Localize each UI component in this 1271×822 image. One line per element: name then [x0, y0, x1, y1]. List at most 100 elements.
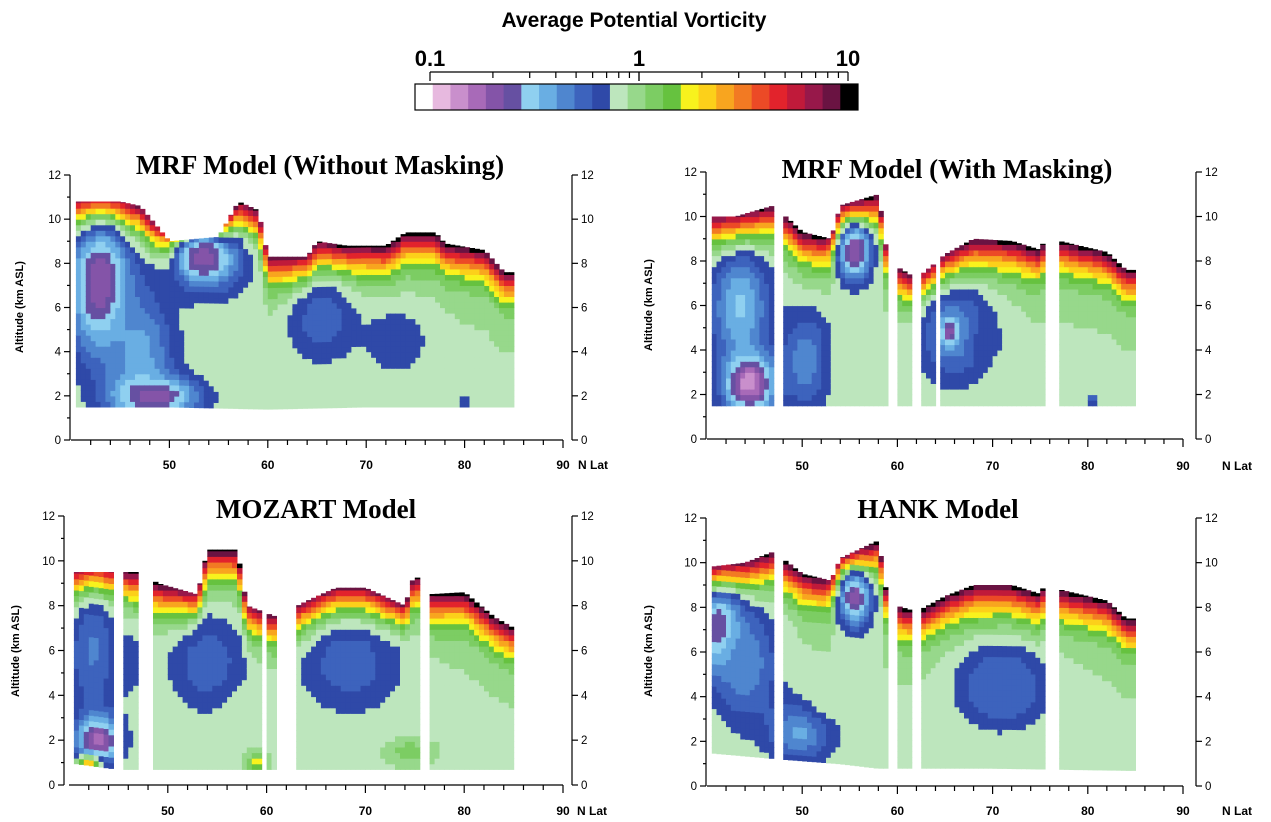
heatmap-cell	[415, 329, 421, 336]
heatmap-cell	[504, 379, 510, 386]
heatmap-cell	[792, 244, 799, 251]
heatmap-cell	[1016, 338, 1022, 346]
heatmap-cell	[983, 344, 989, 351]
heatmap-cell	[859, 316, 865, 323]
heatmap-cell	[420, 362, 426, 369]
heatmap-cell	[341, 285, 348, 292]
heatmap-cell	[144, 290, 151, 297]
heatmap-cell	[1021, 249, 1027, 257]
heatmap-cell	[973, 361, 979, 368]
heatmap-cell	[1016, 322, 1022, 329]
heatmap-cell	[366, 313, 372, 320]
heatmap-cell	[90, 357, 97, 364]
heatmap-cell	[376, 335, 382, 342]
heatmap-cell	[469, 279, 475, 286]
heatmap-cell	[484, 340, 490, 347]
heatmap-cell	[253, 226, 259, 233]
heatmap-cell	[321, 258, 328, 265]
heatmap-cell	[716, 272, 722, 279]
heatmap-cell	[926, 366, 932, 373]
heatmap-cell	[430, 313, 436, 320]
heatmap-cell	[346, 274, 352, 281]
heatmap-cell	[203, 385, 210, 392]
heatmap-cell	[75, 296, 82, 303]
heatmap-cell	[233, 331, 239, 338]
heatmap-cell	[1011, 316, 1017, 323]
heatmap-cell	[130, 373, 136, 380]
heatmap-cell	[361, 246, 367, 253]
heatmap-cell	[130, 379, 136, 386]
heatmap-cell	[997, 266, 1003, 273]
heatmap-cell	[987, 355, 994, 362]
heatmap-cell	[873, 388, 879, 396]
heatmap-cell	[1006, 366, 1013, 373]
heatmap-cell	[444, 379, 451, 386]
heatmap-cell	[940, 311, 946, 318]
heatmap-cell	[479, 307, 485, 314]
heatmap-cell	[459, 335, 466, 342]
heatmap-cell	[218, 292, 225, 299]
heatmap-cell	[213, 319, 220, 326]
heatmap-cell	[400, 357, 407, 364]
heatmap-cell	[987, 344, 994, 351]
heatmap-cell	[267, 271, 274, 278]
heatmap-cell	[954, 299, 960, 307]
y-tick-label-left: 2	[55, 391, 61, 403]
heatmap-cell	[735, 355, 741, 362]
heatmap-cell	[317, 374, 323, 381]
heatmap-cell	[336, 368, 343, 375]
heatmap-cell	[120, 351, 126, 358]
heatmap-cell	[400, 346, 407, 353]
heatmap-cell	[179, 379, 185, 386]
heatmap-cell	[768, 272, 775, 279]
heatmap-cell	[1016, 283, 1022, 290]
heatmap-cell	[726, 305, 732, 312]
heatmap-cell	[440, 318, 446, 325]
heatmap-cell	[816, 305, 822, 312]
heatmap-cell	[312, 281, 318, 288]
heatmap-cell	[854, 311, 860, 318]
colorbar-axis: 0.1 1 10	[415, 46, 860, 81]
heatmap-cell	[179, 280, 185, 287]
heatmap-cell	[312, 341, 318, 348]
heatmap-cell	[968, 288, 975, 295]
heatmap-cell	[371, 268, 377, 275]
heatmap-cell	[139, 357, 146, 364]
heatmap-cell	[321, 297, 328, 304]
heatmap-cell	[272, 370, 279, 377]
heatmap-cell	[410, 362, 416, 369]
heatmap-cell	[444, 246, 451, 253]
heatmap-cell	[864, 388, 870, 396]
heatmap-cell	[85, 318, 92, 325]
heatmap-cell	[883, 344, 889, 351]
heatmap-cell	[258, 270, 264, 277]
heatmap-cell	[878, 233, 884, 240]
heatmap-cell	[405, 263, 412, 270]
heatmap-cell	[125, 213, 131, 220]
heatmap-cell	[228, 319, 234, 326]
heatmap-cell	[754, 333, 760, 340]
y-tick-label-right: 2	[581, 391, 587, 403]
heatmap-cell	[395, 279, 402, 286]
heatmap-cell	[997, 377, 1003, 384]
heatmap-cell	[759, 299, 765, 307]
heatmap-cell	[425, 252, 431, 259]
heatmap-cell	[203, 347, 210, 354]
heatmap-cell	[1059, 327, 1065, 334]
heatmap-cell	[253, 209, 259, 211]
heatmap-cell	[764, 255, 770, 262]
heatmap-cell	[100, 208, 106, 215]
heatmap-cell	[997, 355, 1003, 362]
heatmap-cell	[130, 224, 136, 231]
heatmap-cell	[1025, 272, 1032, 279]
heatmap-cell	[921, 372, 927, 379]
heatmap-cell	[444, 351, 451, 358]
heatmap-cell	[1025, 266, 1032, 273]
heatmap-cell	[282, 265, 289, 272]
heatmap-cell	[262, 315, 269, 322]
heatmap-cell	[1006, 299, 1013, 307]
heatmap-cell	[164, 346, 170, 353]
heatmap-cell	[821, 350, 827, 357]
heatmap-cell	[459, 318, 466, 325]
heatmap-cell	[243, 243, 249, 250]
